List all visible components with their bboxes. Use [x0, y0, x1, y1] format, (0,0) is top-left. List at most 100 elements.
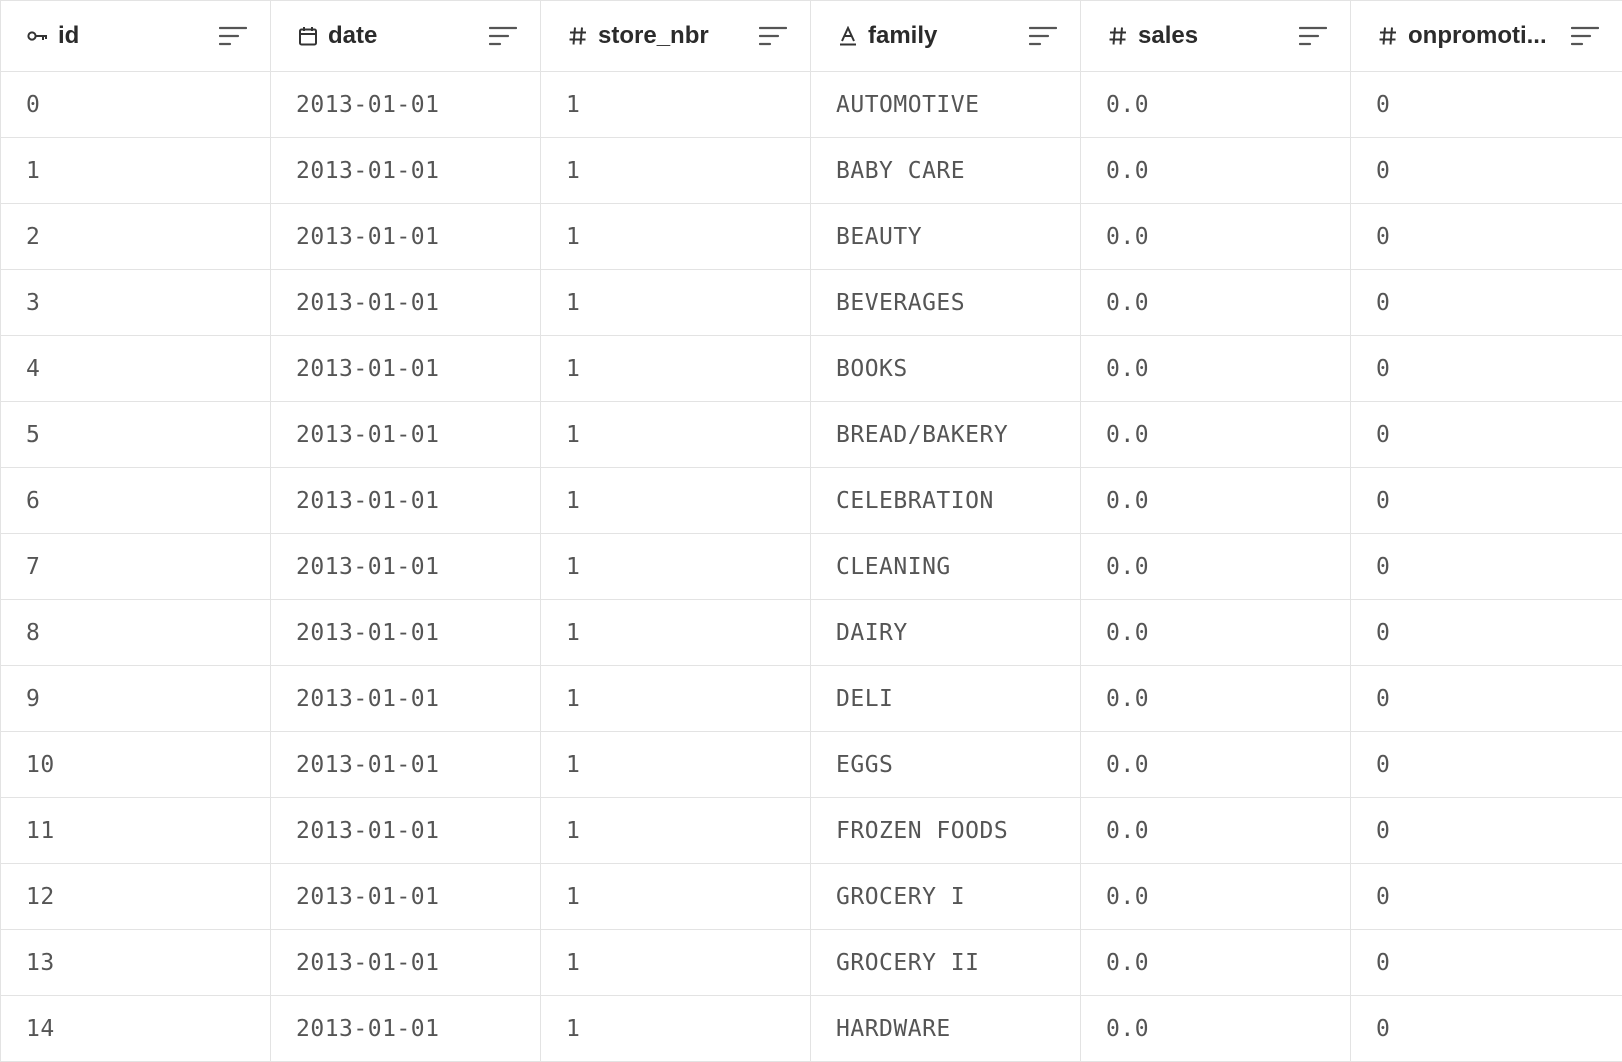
onpromotion-cell[interactable]: 0 — [1351, 732, 1622, 798]
family-cell[interactable]: BOOKS — [811, 336, 1081, 402]
family-cell[interactable]: FROZEN FOODS — [811, 798, 1081, 864]
family-cell[interactable]: DELI — [811, 666, 1081, 732]
store-nbr-cell[interactable]: 1 — [541, 534, 811, 600]
id-cell[interactable]: 1 — [1, 138, 271, 204]
id-cell[interactable]: 0 — [1, 72, 271, 138]
column-header-family[interactable]: family — [811, 1, 1081, 72]
sort-icon[interactable] — [1570, 24, 1600, 48]
family-cell[interactable]: DAIRY — [811, 600, 1081, 666]
date-cell[interactable]: 2013-01-01 — [271, 402, 541, 468]
store-nbr-cell[interactable]: 1 — [541, 270, 811, 336]
sales-cell[interactable]: 0.0 — [1081, 732, 1351, 798]
date-cell[interactable]: 2013-01-01 — [271, 864, 541, 930]
date-cell[interactable]: 2013-01-01 — [271, 270, 541, 336]
sort-icon[interactable] — [1028, 24, 1058, 48]
date-cell[interactable]: 2013-01-01 — [271, 666, 541, 732]
sort-icon[interactable] — [488, 24, 518, 48]
date-cell[interactable]: 2013-01-01 — [271, 600, 541, 666]
date-cell[interactable]: 2013-01-01 — [271, 534, 541, 600]
store-nbr-cell[interactable]: 1 — [541, 600, 811, 666]
store-nbr-cell[interactable]: 1 — [541, 798, 811, 864]
onpromotion-cell[interactable]: 0 — [1351, 138, 1622, 204]
date-cell[interactable]: 2013-01-01 — [271, 336, 541, 402]
sales-cell[interactable]: 0.0 — [1081, 930, 1351, 996]
id-cell[interactable]: 10 — [1, 732, 271, 798]
sales-cell[interactable]: 0.0 — [1081, 270, 1351, 336]
onpromotion-cell[interactable]: 0 — [1351, 798, 1622, 864]
onpromotion-cell[interactable]: 0 — [1351, 336, 1622, 402]
family-cell[interactable]: CELEBRATION — [811, 468, 1081, 534]
date-cell[interactable]: 2013-01-01 — [271, 996, 541, 1062]
column-header-store-nbr[interactable]: store_nbr — [541, 1, 811, 72]
onpromotion-cell[interactable]: 0 — [1351, 996, 1622, 1062]
store-nbr-cell[interactable]: 1 — [541, 336, 811, 402]
sort-icon[interactable] — [758, 24, 788, 48]
id-cell[interactable]: 9 — [1, 666, 271, 732]
column-header-sales[interactable]: sales — [1081, 1, 1351, 72]
store-nbr-cell[interactable]: 1 — [541, 468, 811, 534]
sort-icon[interactable] — [218, 24, 248, 48]
onpromotion-cell[interactable]: 0 — [1351, 600, 1622, 666]
sales-cell[interactable]: 0.0 — [1081, 996, 1351, 1062]
sales-cell[interactable]: 0.0 — [1081, 798, 1351, 864]
id-cell[interactable]: 6 — [1, 468, 271, 534]
column-header-date[interactable]: date — [271, 1, 541, 72]
store-nbr-cell[interactable]: 1 — [541, 864, 811, 930]
onpromotion-cell[interactable]: 0 — [1351, 204, 1622, 270]
store-nbr-cell[interactable]: 1 — [541, 996, 811, 1062]
sales-cell[interactable]: 0.0 — [1081, 468, 1351, 534]
id-cell[interactable]: 8 — [1, 600, 271, 666]
family-cell[interactable]: AUTOMOTIVE — [811, 72, 1081, 138]
family-cell[interactable]: HARDWARE — [811, 996, 1081, 1062]
store-nbr-cell[interactable]: 1 — [541, 72, 811, 138]
family-cell[interactable]: CLEANING — [811, 534, 1081, 600]
date-cell[interactable]: 2013-01-01 — [271, 468, 541, 534]
id-cell[interactable]: 11 — [1, 798, 271, 864]
sales-cell[interactable]: 0.0 — [1081, 72, 1351, 138]
id-cell[interactable]: 3 — [1, 270, 271, 336]
family-cell[interactable]: GROCERY II — [811, 930, 1081, 996]
sales-cell[interactable]: 0.0 — [1081, 600, 1351, 666]
sales-cell[interactable]: 0.0 — [1081, 138, 1351, 204]
family-cell[interactable]: EGGS — [811, 732, 1081, 798]
date-cell[interactable]: 2013-01-01 — [271, 204, 541, 270]
date-cell[interactable]: 2013-01-01 — [271, 138, 541, 204]
sales-cell[interactable]: 0.0 — [1081, 666, 1351, 732]
sales-cell[interactable]: 0.0 — [1081, 402, 1351, 468]
family-cell[interactable]: BEAUTY — [811, 204, 1081, 270]
store-nbr-cell[interactable]: 1 — [541, 666, 811, 732]
date-cell[interactable]: 2013-01-01 — [271, 72, 541, 138]
onpromotion-cell[interactable]: 0 — [1351, 666, 1622, 732]
sales-cell[interactable]: 0.0 — [1081, 864, 1351, 930]
onpromotion-cell[interactable]: 0 — [1351, 864, 1622, 930]
id-cell[interactable]: 7 — [1, 534, 271, 600]
family-cell[interactable]: BABY CARE — [811, 138, 1081, 204]
sales-cell[interactable]: 0.0 — [1081, 204, 1351, 270]
sales-cell[interactable]: 0.0 — [1081, 534, 1351, 600]
onpromotion-cell[interactable]: 0 — [1351, 534, 1622, 600]
date-cell[interactable]: 2013-01-01 — [271, 798, 541, 864]
family-cell[interactable]: GROCERY I — [811, 864, 1081, 930]
onpromotion-cell[interactable]: 0 — [1351, 468, 1622, 534]
family-cell[interactable]: BEVERAGES — [811, 270, 1081, 336]
id-cell[interactable]: 13 — [1, 930, 271, 996]
column-header-id[interactable]: id — [1, 1, 271, 72]
id-cell[interactable]: 2 — [1, 204, 271, 270]
date-cell[interactable]: 2013-01-01 — [271, 732, 541, 798]
onpromotion-cell[interactable]: 0 — [1351, 72, 1622, 138]
sort-icon[interactable] — [1298, 24, 1328, 48]
onpromotion-cell[interactable]: 0 — [1351, 270, 1622, 336]
